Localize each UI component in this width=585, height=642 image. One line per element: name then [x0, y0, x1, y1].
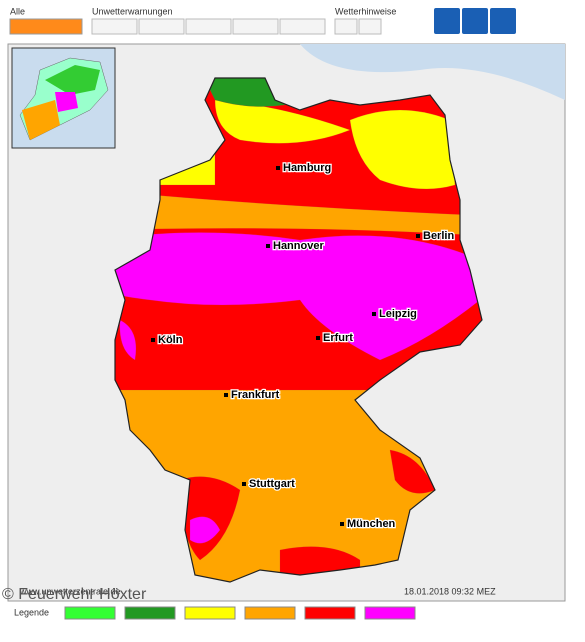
inset-north — [45, 65, 100, 95]
filter-all-button[interactable] — [9, 18, 83, 35]
filter-all[interactable]: Alle — [10, 6, 25, 16]
copyright: © Feuerwehr Höxter — [2, 586, 147, 603]
watermark: www.unwetterzentrale.de — [19, 586, 121, 596]
inset-germany — [55, 92, 78, 112]
city-label: Leipzig — [379, 308, 417, 320]
sea — [8, 44, 565, 100]
city-label: Hamburg — [283, 162, 331, 174]
city-label: Stuttgart — [249, 478, 295, 490]
city-label: Hannover — [273, 240, 324, 252]
warning-region — [349, 109, 456, 190]
city-marker — [372, 312, 376, 316]
city-marker — [340, 522, 344, 526]
view-icons[interactable] — [434, 8, 516, 34]
city-label: Köln — [158, 334, 183, 346]
timestamp: 18.01.2018 09:32 MEZ — [404, 586, 496, 596]
city-marker — [242, 482, 246, 486]
legend-swatch — [364, 606, 416, 620]
filter-notes: Wetterhinweise — [335, 6, 396, 16]
legend-swatch — [124, 606, 176, 620]
city-marker — [266, 244, 270, 248]
legend-swatch — [304, 606, 356, 620]
legend-title: Legende — [14, 607, 49, 617]
warning-region — [119, 319, 137, 361]
city-marker — [276, 166, 280, 170]
filter-warnings: Unwetterwarnungen — [92, 6, 173, 16]
city-marker — [316, 336, 320, 340]
legend-swatch — [184, 606, 236, 620]
note-buttons[interactable] — [334, 18, 382, 35]
legend-swatch — [244, 606, 296, 620]
city-label: München — [347, 518, 396, 530]
warning-region — [214, 99, 351, 144]
warning-buttons[interactable] — [91, 18, 326, 35]
city-label: Berlin — [423, 230, 454, 242]
city-label: Frankfurt — [231, 389, 280, 401]
warning-region — [199, 78, 286, 107]
city-marker — [224, 393, 228, 397]
city-marker — [151, 338, 155, 342]
city-marker — [416, 234, 420, 238]
warning-region — [115, 232, 481, 361]
warning-region — [189, 516, 221, 544]
city-label: Erfurt — [323, 332, 353, 344]
legend-swatch — [64, 606, 116, 620]
legend — [64, 606, 416, 620]
inset-west — [22, 100, 60, 140]
